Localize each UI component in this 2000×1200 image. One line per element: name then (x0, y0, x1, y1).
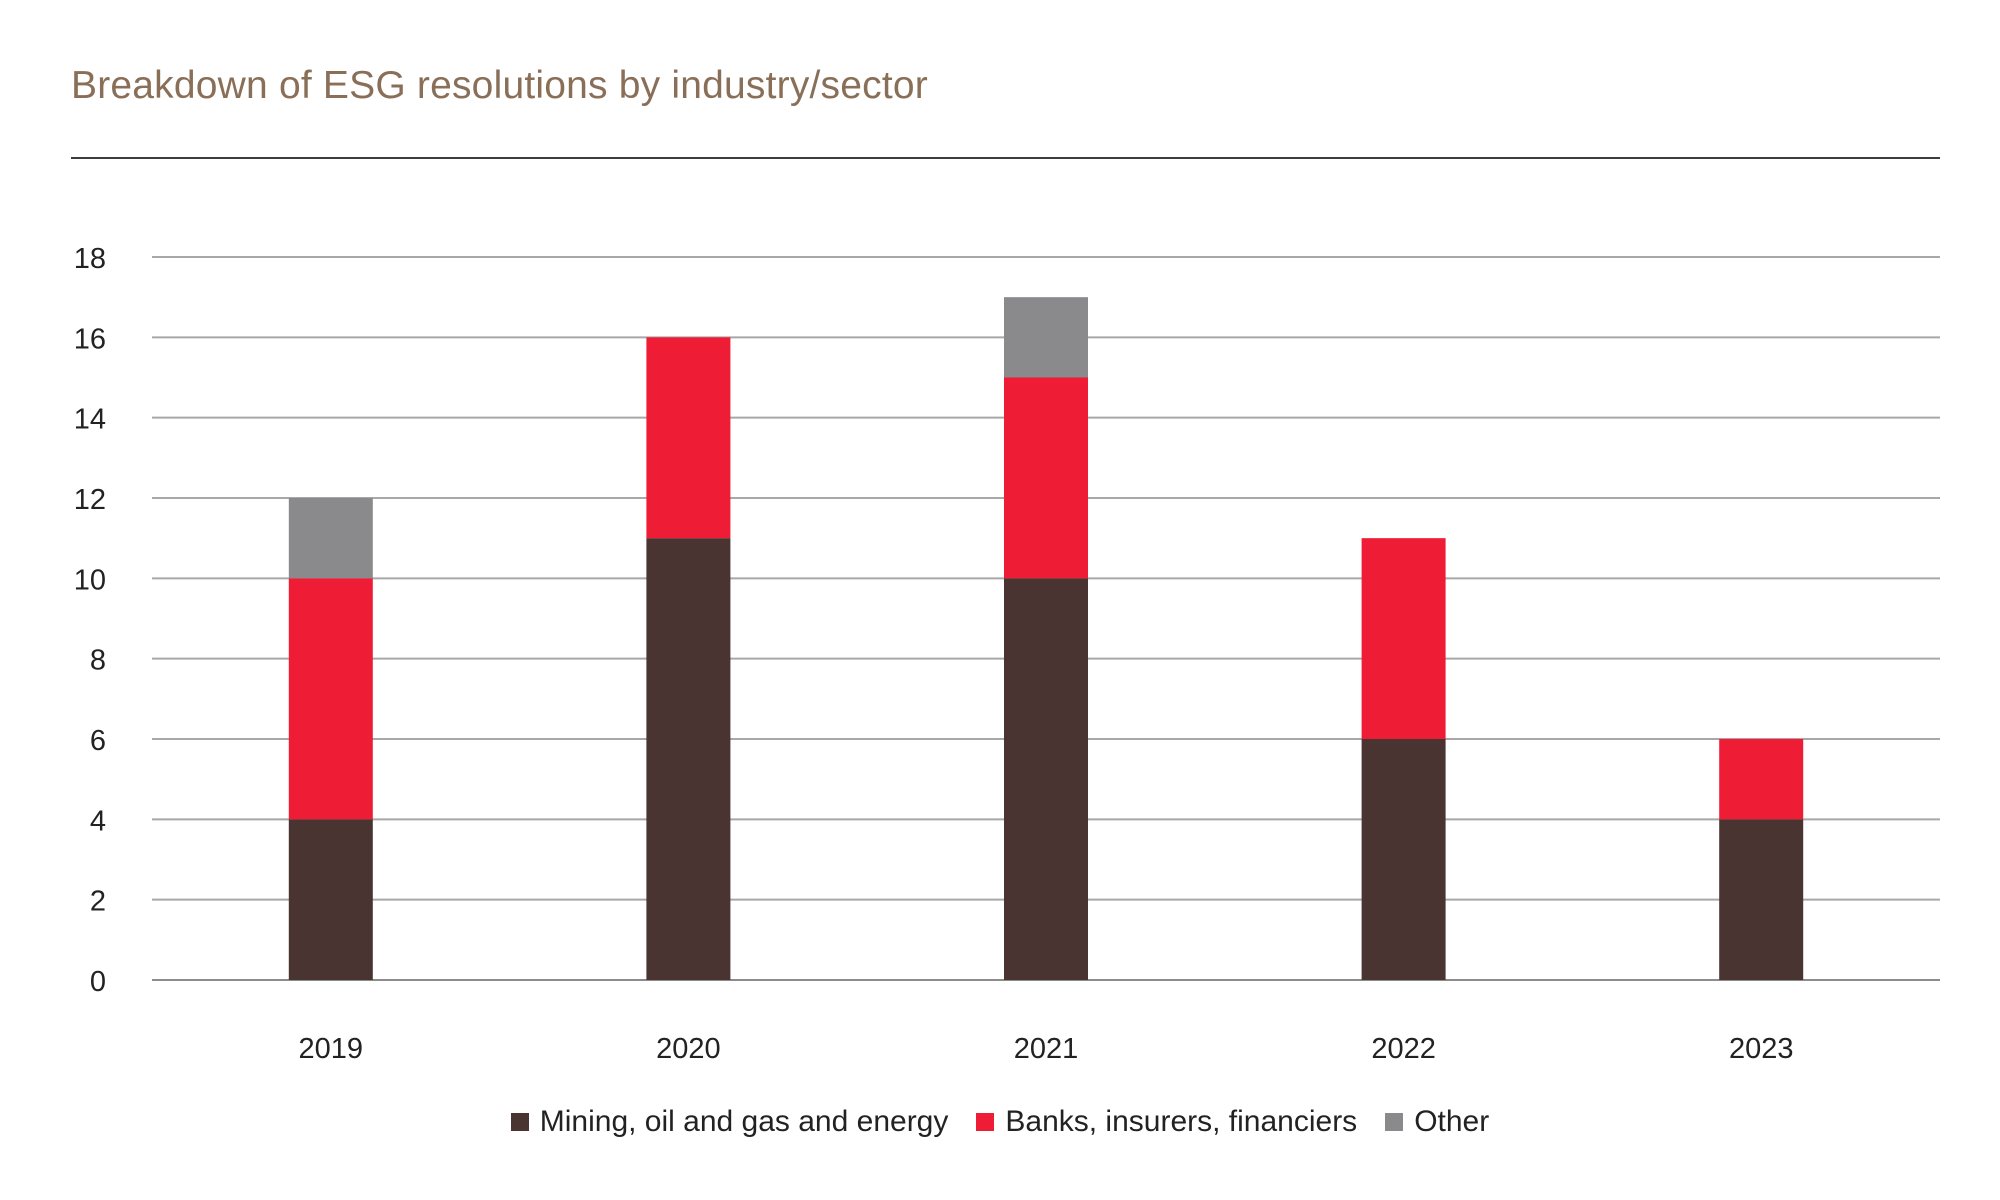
legend-swatch-series-0 (510, 1113, 529, 1131)
y-tick-label: 10 (74, 564, 106, 596)
bar-2021-series-1 (1004, 377, 1088, 579)
bar-2021-series-2 (1004, 297, 1088, 378)
bar-2022-series-1 (1361, 538, 1446, 739)
x-tick-label: 2019 (299, 1033, 364, 1065)
x-tick-label: 2022 (1371, 1033, 1436, 1065)
y-tick-label: 6 (90, 725, 106, 757)
bars (288, 297, 1804, 980)
y-tick-label: 8 (90, 645, 106, 677)
title-divider (71, 157, 1940, 159)
legend-item-series-2: Other (1385, 1105, 1489, 1139)
legend-label-series-0: Mining, oil and gas and energy (539, 1105, 949, 1138)
x-tick-label: 2020 (656, 1033, 721, 1065)
y-tick-label: 18 (74, 243, 106, 275)
bar-2022-series-0 (1361, 739, 1446, 980)
x-tick-label: 2021 (1014, 1033, 1079, 1065)
bar-2020-series-0 (646, 538, 731, 980)
y-tick-label: 2 (90, 886, 106, 918)
y-tick-label: 0 (90, 966, 106, 998)
y-tick-label: 16 (74, 323, 106, 355)
bar-2021-series-0 (1004, 578, 1088, 980)
legend: Mining, oil and gas and energy Banks, in… (0, 1105, 2000, 1139)
legend-item-series-0: Mining, oil and gas and energy (510, 1105, 949, 1139)
legend-item-series-1: Banks, insurers, financiers (976, 1105, 1357, 1139)
x-tick-label: 2023 (1729, 1033, 1794, 1065)
legend-label-series-1: Banks, insurers, financiers (1005, 1105, 1358, 1138)
x-axis-ticks: 2019 2020 2021 2022 2023 (299, 1033, 1794, 1065)
y-tick-label: 14 (74, 404, 106, 436)
bar-2023-series-1 (1719, 739, 1804, 820)
bar-2020-series-1 (646, 337, 731, 539)
legend-label-series-2: Other (1414, 1105, 1490, 1138)
y-axis-ticks: 0 2 4 6 8 10 12 14 16 18 (74, 243, 106, 998)
bar-2019-series-0 (288, 819, 373, 980)
y-tick-label: 4 (90, 805, 106, 837)
bar-2019-series-1 (288, 578, 373, 820)
legend-swatch-series-1 (976, 1113, 995, 1131)
legend-swatch-series-2 (1385, 1113, 1404, 1131)
bar-2023-series-0 (1719, 819, 1804, 980)
bar-2019-series-2 (288, 498, 373, 579)
chart-title: Breakdown of ESG resolutions by industry… (71, 64, 928, 107)
y-tick-label: 12 (74, 484, 106, 516)
